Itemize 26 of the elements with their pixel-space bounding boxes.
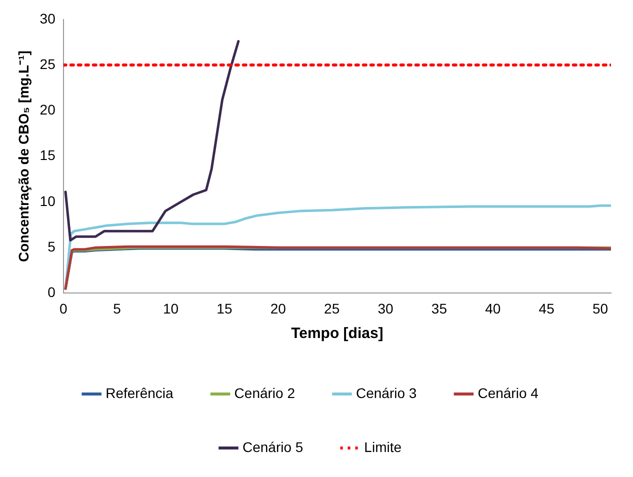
legend-label: Cenário 4 bbox=[478, 384, 539, 401]
x-axis-title: Tempo [dias] bbox=[291, 325, 384, 342]
legend-label: Cenário 5 bbox=[242, 438, 304, 455]
y-tick-label: 15 bbox=[40, 147, 56, 164]
legend-label: Cenário 3 bbox=[356, 384, 417, 401]
legend-label: Referência bbox=[106, 384, 174, 401]
x-tick-label: 5 bbox=[113, 300, 122, 316]
y-tick-label: 30 bbox=[40, 10, 56, 26]
legend-label: Limite bbox=[364, 438, 402, 455]
x-tick-label: 15 bbox=[216, 300, 232, 316]
legend-label: Cenário 2 bbox=[234, 384, 296, 401]
x-tick-label: 25 bbox=[324, 300, 340, 316]
y-axis-title: Concentração de CBO₅ [mg.L⁻¹] bbox=[15, 50, 32, 262]
x-tick-label: 35 bbox=[431, 300, 448, 316]
y-tick-label: 25 bbox=[40, 56, 56, 72]
y-tick-label: 0 bbox=[48, 284, 56, 300]
x-tick-label: 30 bbox=[378, 300, 394, 316]
x-tick-label: 0 bbox=[59, 300, 68, 316]
x-tick-label: 10 bbox=[162, 300, 179, 316]
y-tick-label: 20 bbox=[40, 102, 56, 118]
y-tick-label: 10 bbox=[40, 192, 56, 209]
y-tick-label: 5 bbox=[48, 238, 56, 254]
x-tick-label: 40 bbox=[485, 300, 501, 316]
x-tick-label: 50 bbox=[592, 300, 608, 316]
x-tick-label: 20 bbox=[270, 300, 286, 316]
x-tick-label: 45 bbox=[538, 300, 555, 316]
